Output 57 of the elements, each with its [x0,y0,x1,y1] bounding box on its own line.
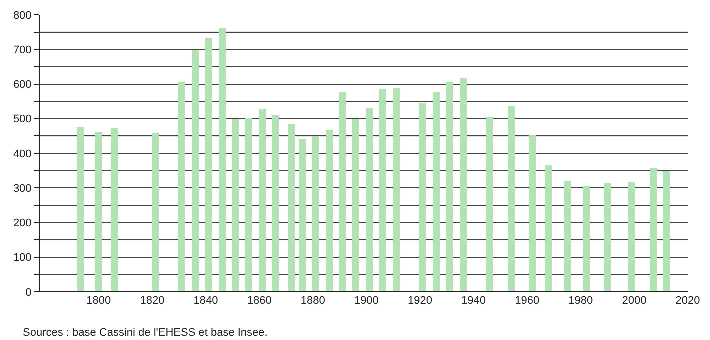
y-tick-label: 700 [13,44,32,56]
x-tick-label: 1980 [568,295,594,307]
x-tick-label: 1860 [247,295,272,307]
x-tick-label: 1940 [462,295,486,307]
bar [628,182,635,292]
bar [486,117,493,292]
bar [95,132,102,292]
bar [232,119,239,292]
bar [178,82,185,292]
bar [366,108,373,292]
bar [393,88,400,292]
bar [564,181,571,292]
bar [77,127,84,292]
y-tick-label: 400 [13,148,32,160]
x-tick-label: 1840 [194,295,218,307]
bar [379,89,386,292]
y-tick-label: 500 [13,114,32,126]
bar [419,103,426,292]
bar [352,119,359,292]
bar [583,186,590,292]
bar [312,136,319,292]
bar [545,165,552,292]
bar [604,183,611,292]
x-tick-label: 2000 [622,295,647,307]
bar [339,92,346,292]
x-tick-label: 1960 [515,295,540,307]
y-tick-label: 0 [26,286,32,299]
y-tick-label: 300 [13,182,32,195]
bar [446,82,453,292]
x-tick-label: 1880 [300,295,326,307]
x-tick-label: 1820 [140,295,165,307]
x-tick-label: 1800 [86,295,112,307]
bar [288,124,295,292]
x-tick-label: 1900 [354,295,379,307]
bar [245,118,252,292]
x-tick-label: 1920 [408,295,432,307]
bar [192,50,199,292]
bar [272,115,279,292]
source-note: Sources : base Cassini de l'EHESS et base Insee. [23,327,268,339]
y-tick-label: 600 [13,79,32,92]
bar [663,171,670,292]
bar [460,78,467,292]
bar [508,106,515,292]
bar [650,168,657,292]
y-tick-label: 800 [13,10,32,22]
x-tick-label: 2020 [676,295,700,307]
bar [299,139,306,292]
y-tick-label: 100 [13,252,32,264]
bar [152,133,159,292]
bar [529,135,536,292]
bar [259,109,266,292]
bar [326,130,333,292]
bar [205,38,212,292]
y-tick-label: 200 [13,218,32,230]
bar [219,28,226,292]
bar [433,92,440,292]
bar [111,128,118,292]
